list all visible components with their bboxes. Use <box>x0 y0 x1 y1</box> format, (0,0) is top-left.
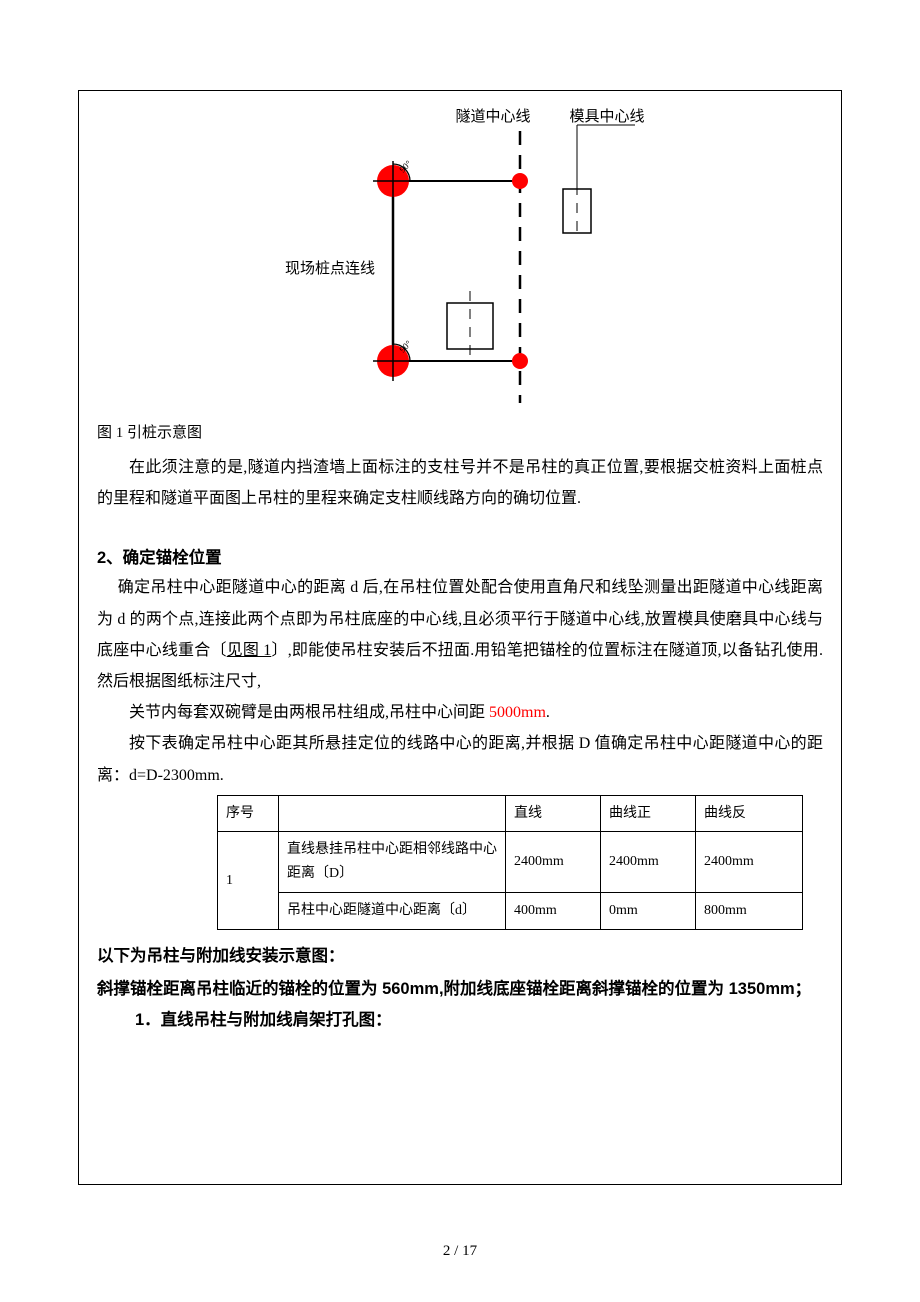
paragraph-2b: 关节内每套双碗臂是由两根吊柱组成,吊柱中心间距 5000mm. <box>97 697 823 728</box>
cell-D-straight: 2400mm <box>506 832 601 893</box>
paragraph-2a: 确定吊柱中心距隧道中心的距离 d 后,在吊柱位置处配合使用直角尺和线坠测量出距隧… <box>97 572 823 697</box>
th-curve-neg: 曲线反 <box>696 795 803 832</box>
distance-table: 序号 直线 曲线正 曲线反 1 直线悬挂吊柱中心距相邻线路中心距离〔D〕 240… <box>217 795 803 930</box>
cell-d-straight: 400mm <box>506 893 601 930</box>
pile-diagram-svg: 隧道中心线 模具中心线 <box>225 103 695 413</box>
th-straight: 直线 <box>506 795 601 832</box>
table-row: 吊柱中心距隧道中心距离〔d〕 400mm 0mm 800mm <box>218 893 803 930</box>
table-header-row: 序号 直线 曲线正 曲线反 <box>218 795 803 832</box>
para2b-red: 5000mm <box>489 704 546 721</box>
bold-line-1: 以下为吊柱与附加线安装示意图： <box>97 940 823 973</box>
see-figure-1-link[interactable]: 见图 1 <box>227 642 272 659</box>
cell-d-curvepos: 0mm <box>601 893 696 930</box>
section-2-heading: 2、确定锚栓位置 <box>97 544 823 568</box>
cell-D-curvepos: 2400mm <box>601 832 696 893</box>
cell-seq: 1 <box>218 832 279 929</box>
cell-label-d: 吊柱中心距隧道中心距离〔d〕 <box>279 893 506 930</box>
cell-D-curveneg: 2400mm <box>696 832 803 893</box>
label-tunnel-center: 隧道中心线 <box>455 108 530 125</box>
label-mold-center: 模具中心线 <box>569 108 644 125</box>
figure-1-diagram: 隧道中心线 模具中心线 <box>97 103 823 413</box>
para2b-post: . <box>546 704 550 721</box>
para2b-pre: 关节内每套双碗臂是由两根吊柱组成,吊柱中心间距 <box>129 704 489 721</box>
paragraph-2c: 按下表确定吊柱中心距其所悬挂定位的线路中心的距离,并根据 D 值确定吊柱中心距隧… <box>97 728 823 790</box>
label-pile-line: 现场桩点连线 <box>285 260 375 277</box>
th-seq: 序号 <box>218 795 279 832</box>
cell-label-D: 直线悬挂吊柱中心距相邻线路中心距离〔D〕 <box>279 832 506 893</box>
spacer <box>97 514 823 544</box>
page: 隧道中心线 模具中心线 <box>0 0 920 1302</box>
table-row: 1 直线悬挂吊柱中心距相邻线路中心距离〔D〕 2400mm 2400mm 240… <box>218 832 803 893</box>
page-number: 2 / 17 <box>0 1243 920 1260</box>
sublist-1: 1．直线吊柱与附加线肩架打孔图： <box>97 1006 823 1030</box>
th-curve-pos: 曲线正 <box>601 795 696 832</box>
paragraph-note: 在此须注意的是,隧道内挡渣墙上面标注的支柱号并不是吊柱的真正位置,要根据交桩资料… <box>97 452 823 514</box>
bold-line-2: 斜撑锚栓距离吊柱临近的锚栓的位置为 560mm,附加线底座锚栓距离斜撑锚栓的位置… <box>97 973 823 1006</box>
content-frame: 隧道中心线 模具中心线 <box>78 90 842 1185</box>
th-blank <box>279 795 506 832</box>
cell-d-curveneg: 800mm <box>696 893 803 930</box>
figure-1-caption: 图 1 引桩示意图 <box>97 421 823 442</box>
